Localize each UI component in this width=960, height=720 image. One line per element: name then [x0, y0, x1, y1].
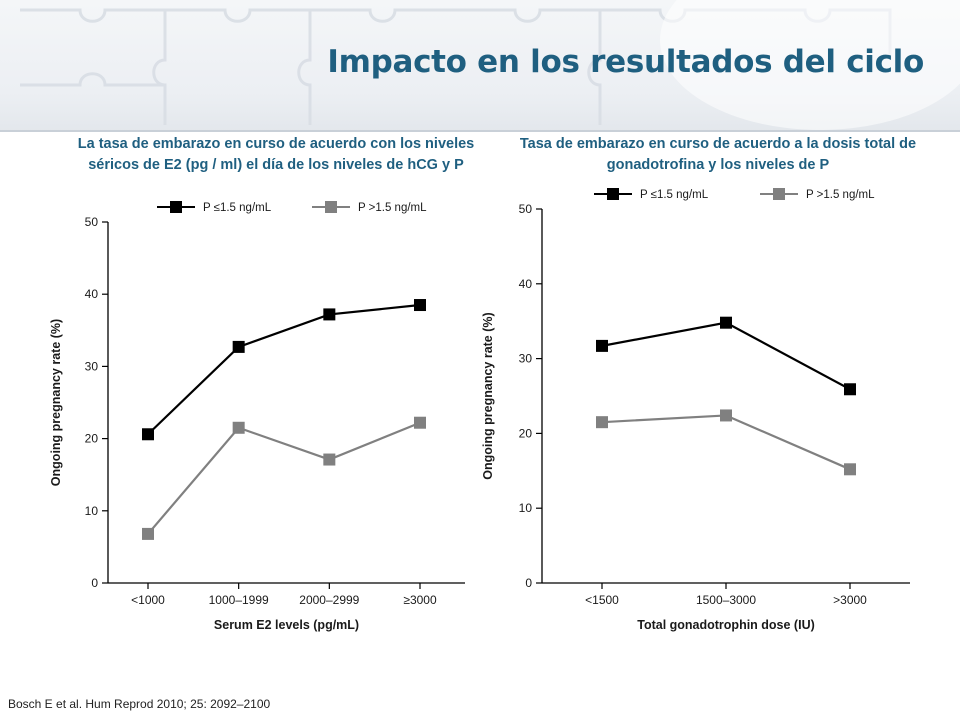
- x-tick-label: <1500: [585, 593, 619, 607]
- series-line-p-high: [601, 414, 851, 471]
- y-tick-label: 0: [525, 576, 532, 590]
- data-point-p-high: [844, 463, 856, 476]
- series-line-p-low: [147, 303, 421, 436]
- x-tick-label: <1000: [131, 593, 165, 607]
- data-point-p-low: [596, 339, 608, 352]
- data-point-p-low: [232, 340, 245, 353]
- left-chart-caption: La tasa de embarazo en curso de acuerdo …: [77, 136, 475, 173]
- legend-marker: [170, 201, 182, 213]
- y-tick-label: 20: [519, 426, 533, 440]
- y-tick-label: 40: [519, 277, 533, 291]
- legend-marker: [607, 188, 619, 200]
- data-point-p-low: [323, 308, 336, 321]
- data-point-p-high: [323, 453, 336, 466]
- y-tick-label: 40: [85, 287, 99, 301]
- y-tick-label: 50: [519, 202, 533, 216]
- legend-marker: [325, 201, 337, 213]
- y-axis-title: Ongoing pregnancy rate (%): [481, 312, 495, 479]
- citation: Bosch E et al. Hum Reprod 2010; 25: 2092…: [8, 697, 271, 711]
- legend-label: P ≤1.5 ng/mL: [203, 202, 272, 214]
- legend-marker: [773, 188, 785, 200]
- y-tick-label: 0: [91, 576, 98, 590]
- data-point-p-low: [142, 428, 154, 441]
- data-point-p-low: [414, 299, 426, 312]
- data-point-p-high: [596, 416, 608, 429]
- legend-label: P ≤1.5 ng/mL: [640, 189, 709, 201]
- puzzle-background: [20, 0, 960, 130]
- x-tick-label: >3000: [833, 593, 867, 607]
- x-tick-label: 1000–1999: [209, 593, 269, 607]
- right-chart-caption: Tasa de embarazo en curso de acuerdo a l…: [519, 136, 917, 173]
- series-line-p-high: [147, 421, 421, 535]
- data-point-p-low: [844, 383, 856, 396]
- x-axis-title: Serum E2 levels (pg/mL): [214, 618, 359, 632]
- data-point-p-high: [414, 416, 426, 429]
- data-point-p-low: [720, 316, 732, 329]
- header-banner: [0, 0, 960, 132]
- header-divider: [0, 130, 960, 132]
- x-tick-label: 1500–3000: [696, 593, 756, 607]
- y-tick-label: 10: [85, 504, 99, 518]
- x-axis-title: Total gonadotrophin dose (IU): [637, 618, 815, 632]
- y-tick-label: 10: [519, 501, 533, 515]
- y-axis-title: Ongoing pregnancy rate (%): [49, 319, 63, 486]
- x-tick-label: ≥3000: [403, 593, 437, 607]
- y-tick-label: 30: [519, 352, 533, 366]
- data-point-p-high: [142, 527, 154, 540]
- y-tick-label: 30: [85, 359, 99, 373]
- data-point-p-high: [232, 421, 245, 434]
- x-tick-label: 2000–2999: [299, 593, 359, 607]
- series-line-p-low: [601, 321, 851, 391]
- legend-label: P >1.5 ng/mL: [358, 202, 427, 214]
- data-point-p-high: [720, 409, 732, 422]
- slide-title: Impacto en los resultados del ciclo: [327, 44, 924, 80]
- y-tick-label: 20: [85, 432, 99, 446]
- y-tick-label: 50: [85, 215, 99, 229]
- legend-label: P >1.5 ng/mL: [806, 189, 875, 201]
